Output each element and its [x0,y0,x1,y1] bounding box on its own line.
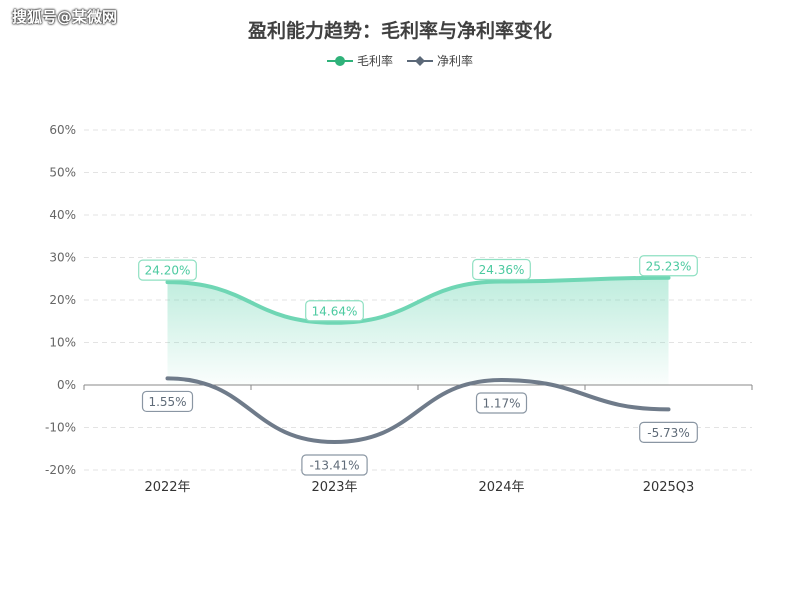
data-label-box [141,390,194,413]
x-tick-label: 2025Q3 [643,480,695,495]
legend-diamond-icon [407,55,433,66]
y-tick-label: 40% [49,208,76,222]
data-label-1-0: 1.55% [141,390,194,413]
legend-item-gross-margin[interactable]: 毛利率 [326,52,393,69]
data-label-text: 1.17% [482,397,520,411]
data-label-box [472,258,531,281]
legend-item-net-margin[interactable]: 净利率 [407,52,473,69]
legend-label-net-margin: 净利率 [437,54,474,68]
series-line-0 [165,275,671,325]
data-label-1-2: 1.17% [475,392,528,414]
legend: 毛利率 净利率 [0,52,800,69]
data-label-text: 1.55% [148,395,186,409]
x-tick-label: 2024年 [478,480,524,495]
data-label-text: 25.23% [646,259,692,273]
chart-title: 盈利能力趋势：毛利率与净利率变化 [247,20,552,42]
data-label-0-2: 24.36% [472,258,531,281]
y-tick-label: 60% [49,123,76,137]
data-label-0-3: 25.23% [639,255,698,277]
y-tick-label: 0% [57,378,76,392]
series-line-1 [165,376,671,444]
series-area-0 [167,277,669,385]
data-label-text: 24.20% [145,264,191,278]
data-label-box [475,392,528,414]
data-label-box [639,421,698,443]
data-label-1-1: -13.41% [301,454,368,476]
legend-circle-icon [326,55,353,66]
data-label-0-0: 24.20% [138,259,197,281]
data-label-1-3: -5.73% [639,421,698,443]
watermark: 搜狐号@某微网 [12,8,118,26]
data-label-box [305,300,364,322]
data-label-0-1: 14.64% [305,300,364,322]
legend-label-gross-margin: 毛利率 [356,54,393,68]
data-label-box [639,255,698,277]
y-tick-label: 50% [49,166,76,180]
data-label-text: 24.36% [479,263,525,277]
y-tick-label: -10% [45,421,76,435]
y-tick-label: 30% [49,251,76,265]
data-label-text: -13.41% [309,458,359,472]
y-tick-label: 20% [49,293,76,307]
x-tick-label: 2023年 [311,480,357,495]
data-label-box [138,259,197,281]
data-label-box [301,454,368,476]
x-tick-label: 2022年 [144,480,190,495]
data-label-text: 14.64% [312,304,358,318]
y-tick-label: -20% [45,463,76,477]
y-tick-label: 10% [49,336,76,350]
data-label-text: -5.73% [647,426,689,440]
